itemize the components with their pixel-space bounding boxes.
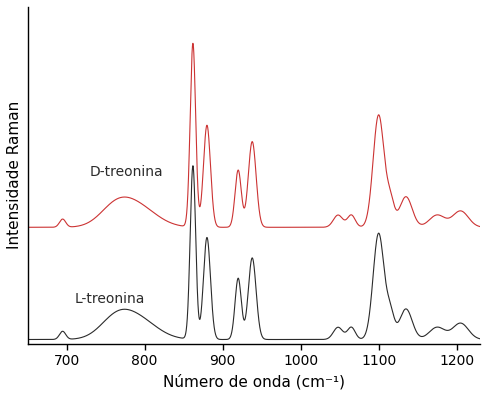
Text: D-treonina: D-treonina (90, 165, 164, 179)
Y-axis label: Intensidade Raman: Intensidade Raman (7, 101, 22, 249)
Text: L-treonina: L-treonina (75, 292, 145, 306)
X-axis label: Número de onda (cm⁻¹): Número de onda (cm⁻¹) (163, 373, 345, 389)
